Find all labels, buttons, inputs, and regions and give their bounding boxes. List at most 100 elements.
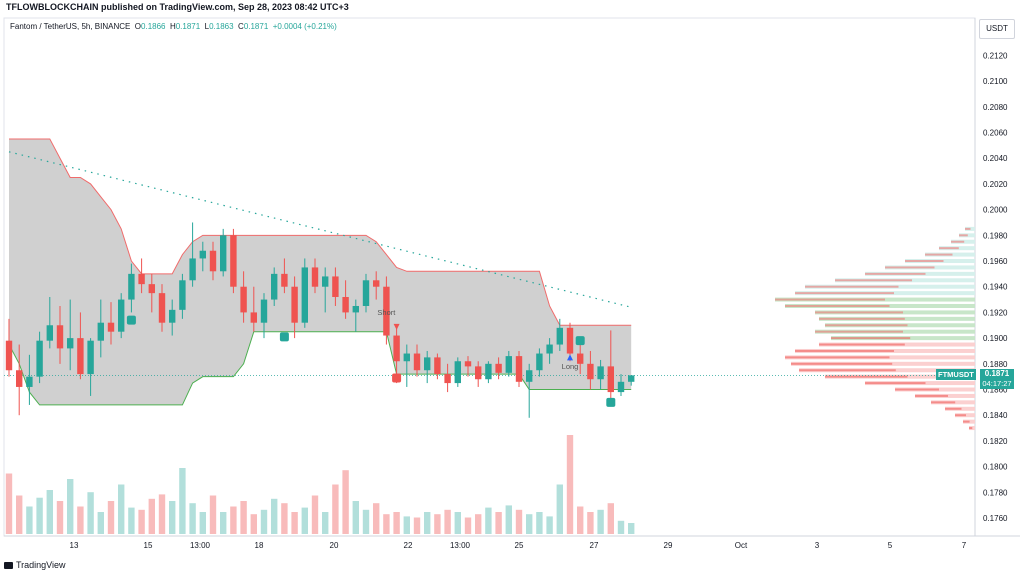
signal-marker-icon: [126, 315, 136, 325]
last-price-ticker: FTMUSDT: [936, 369, 976, 380]
footer-brand-label: TradingView: [16, 560, 66, 570]
candle-body: [485, 363, 492, 380]
time-tick-label: 13:00: [190, 541, 211, 550]
volume-bar: [5, 473, 13, 534]
volume-bar: [332, 484, 339, 534]
time-tick-label: 13:00: [450, 541, 471, 550]
volume-bar: [413, 517, 421, 534]
volume-bar: [464, 517, 472, 534]
close-value: 0.1871: [243, 22, 269, 31]
price-tick-label: 0.1980: [983, 231, 1008, 240]
candle-body: [352, 305, 359, 313]
currency-selector[interactable]: USDT: [979, 19, 1015, 39]
symbol-name[interactable]: Fantom / TetherUS, 5h, BINANCE: [10, 22, 131, 31]
volume-profile-inner: [815, 311, 903, 314]
volume-bar: [475, 514, 482, 534]
volume-bar: [46, 490, 53, 534]
candle-body: [475, 366, 482, 380]
candle-body: [424, 357, 431, 371]
volume-bar: [424, 512, 431, 534]
candle-body: [495, 363, 502, 373]
candle-body: [383, 286, 390, 336]
candle-body: [281, 273, 288, 287]
price-tick-label: 0.2100: [983, 77, 1008, 86]
candle-body: [342, 296, 349, 313]
candle-body: [587, 363, 594, 380]
price-tick-label: 0.1860: [983, 386, 1008, 395]
volume-bar: [77, 506, 84, 534]
candle-body: [179, 280, 186, 310]
candle-body: [413, 353, 421, 371]
footer-brand[interactable]: TradingView: [4, 560, 66, 570]
candle-body: [67, 338, 74, 349]
high-value: 0.1871: [175, 22, 201, 31]
volume-profile-inner: [825, 375, 908, 378]
price-tick-label: 0.1760: [983, 514, 1008, 523]
volume-profile-inner: [805, 285, 899, 288]
volume-bar: [209, 495, 217, 534]
volume-bar: [393, 512, 400, 534]
candle-body: [260, 299, 268, 323]
volume-bar: [444, 509, 451, 534]
volume-bar: [607, 503, 614, 534]
volume-bar: [271, 498, 278, 534]
volume-bar: [199, 512, 206, 534]
candle-body: [373, 280, 380, 287]
time-tick-label: 13: [70, 541, 79, 550]
volume-bar: [495, 512, 502, 534]
volume-bar: [587, 512, 594, 534]
volume-profile-inner: [931, 401, 956, 404]
time-tick-label: 3: [815, 541, 820, 550]
price-tick-label: 0.2120: [983, 51, 1008, 60]
signal-label: Long: [562, 362, 579, 371]
candle-body: [209, 250, 217, 272]
candle-body: [434, 357, 441, 375]
candle-body: [556, 327, 563, 345]
channel-lower-line: [8, 331, 632, 406]
volume-bar: [526, 514, 533, 534]
close-label: C: [238, 22, 244, 31]
volume-bar: [403, 516, 410, 534]
time-tick-label: 20: [330, 541, 339, 550]
volume-bar: [158, 494, 166, 534]
open-value: 0.1866: [141, 22, 166, 31]
volume-bar: [577, 506, 584, 534]
candle-body: [250, 312, 257, 323]
candle-body: [403, 353, 410, 362]
volume-profile-inner: [819, 317, 905, 320]
volume-bar: [250, 514, 257, 534]
volume-profile-inner: [955, 414, 966, 417]
candle-body: [505, 356, 512, 373]
candle-body: [118, 299, 125, 332]
candle-body: [597, 366, 604, 380]
time-tick-label: Oct: [735, 541, 748, 550]
volume-bar: [179, 468, 186, 534]
signal-marker-icon: [279, 332, 289, 342]
volume-bar: [597, 509, 604, 534]
price-tick-label: 0.2040: [983, 154, 1008, 163]
price-tick-label: 0.2020: [983, 180, 1008, 189]
candle-body: [5, 340, 13, 371]
price-tick-label: 0.2000: [983, 206, 1008, 215]
volume-bar: [434, 514, 441, 534]
candle-body: [322, 276, 329, 287]
low-label: L: [204, 22, 210, 31]
volume-bar: [505, 505, 512, 534]
candle-body: [617, 381, 625, 393]
volume-bar: [291, 512, 298, 534]
volume-bar: [546, 516, 553, 534]
candle-body: [628, 375, 635, 382]
publisher-line: TFLOWBLOCKCHAIN published on TradingView…: [6, 2, 349, 12]
volume-bar: [515, 509, 523, 534]
candle-body: [311, 267, 319, 287]
signal-marker-icon: [392, 373, 402, 383]
volume-profile-inner: [785, 356, 890, 359]
candle-body: [26, 376, 33, 387]
volume-bar: [454, 512, 461, 534]
candle-body: [271, 273, 278, 300]
volume-bar: [97, 512, 104, 534]
volume-bar: [301, 507, 308, 534]
volume-profile-inner: [791, 362, 893, 365]
volume-bar: [16, 495, 23, 534]
